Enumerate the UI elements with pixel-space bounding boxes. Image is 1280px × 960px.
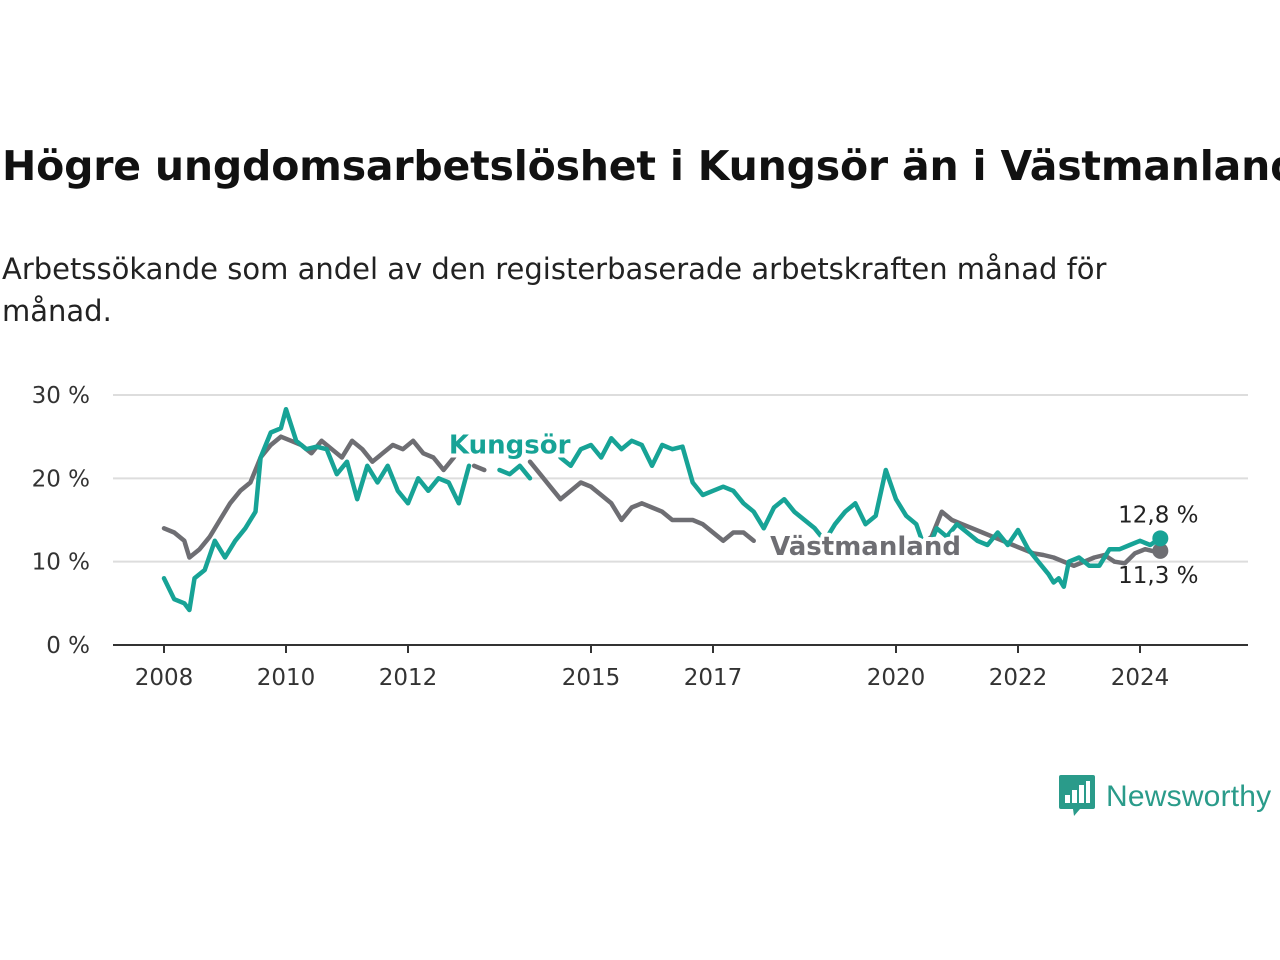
y-tick-label: 0 % (46, 633, 90, 659)
x-tick-label: 2024 (1111, 665, 1170, 691)
endpoint-value-label: 12,8 % (1118, 502, 1198, 528)
endpoint-dot-kungsor (1152, 530, 1169, 547)
endpoint-value-label: 11,3 % (1118, 563, 1198, 589)
series-line-kungsor (161, 406, 1163, 613)
x-tick-label: 2017 (684, 665, 743, 691)
line-chart: 0 % 10 % 20 % 30 % 2008 2010 2012 2015 2017 2020 2… (32, 383, 1248, 691)
series-label-halo: Kungsör (449, 430, 571, 460)
x-tick-label: 2008 (135, 665, 194, 691)
y-tick-label: 30 % (32, 383, 90, 409)
axes: 0 % 10 % 20 % 30 % 2008 2010 2012 2015 2017 2020 2… (32, 383, 1248, 691)
series-label-kungsor: Kungsör (449, 430, 571, 460)
chart-title: Högre ungdomsarbetslöshet i Kungsör än i… (2, 142, 1280, 190)
x-tick-label: 2012 (379, 665, 438, 691)
x-tick-label: 2022 (989, 665, 1048, 691)
series-line-vastmanland (161, 434, 1163, 569)
series-lines (161, 406, 1169, 613)
x-tick-label: 2010 (257, 665, 316, 691)
x-tick-label: 2020 (867, 665, 926, 691)
endpoint-dot-vastmanland (1152, 542, 1169, 559)
y-tick-label: 20 % (32, 466, 90, 492)
series-label-halo: Västmanland (770, 532, 961, 562)
series-labels: 11,3 %12,8 %KungsörKungsörVästmanlandVäs… (445, 426, 1199, 589)
y-tick-label: 10 % (32, 550, 90, 576)
newsworthy-logo-icon (1058, 773, 1096, 821)
brand-name: Newsworthy (1106, 780, 1272, 813)
series-label-vastmanland: Västmanland (770, 532, 961, 562)
chart-subtitle: Arbetssökande som andel av den registerb… (2, 252, 1107, 328)
x-tick-label: 2015 (562, 665, 621, 691)
brand-logo: Newsworthy (1058, 774, 1271, 820)
